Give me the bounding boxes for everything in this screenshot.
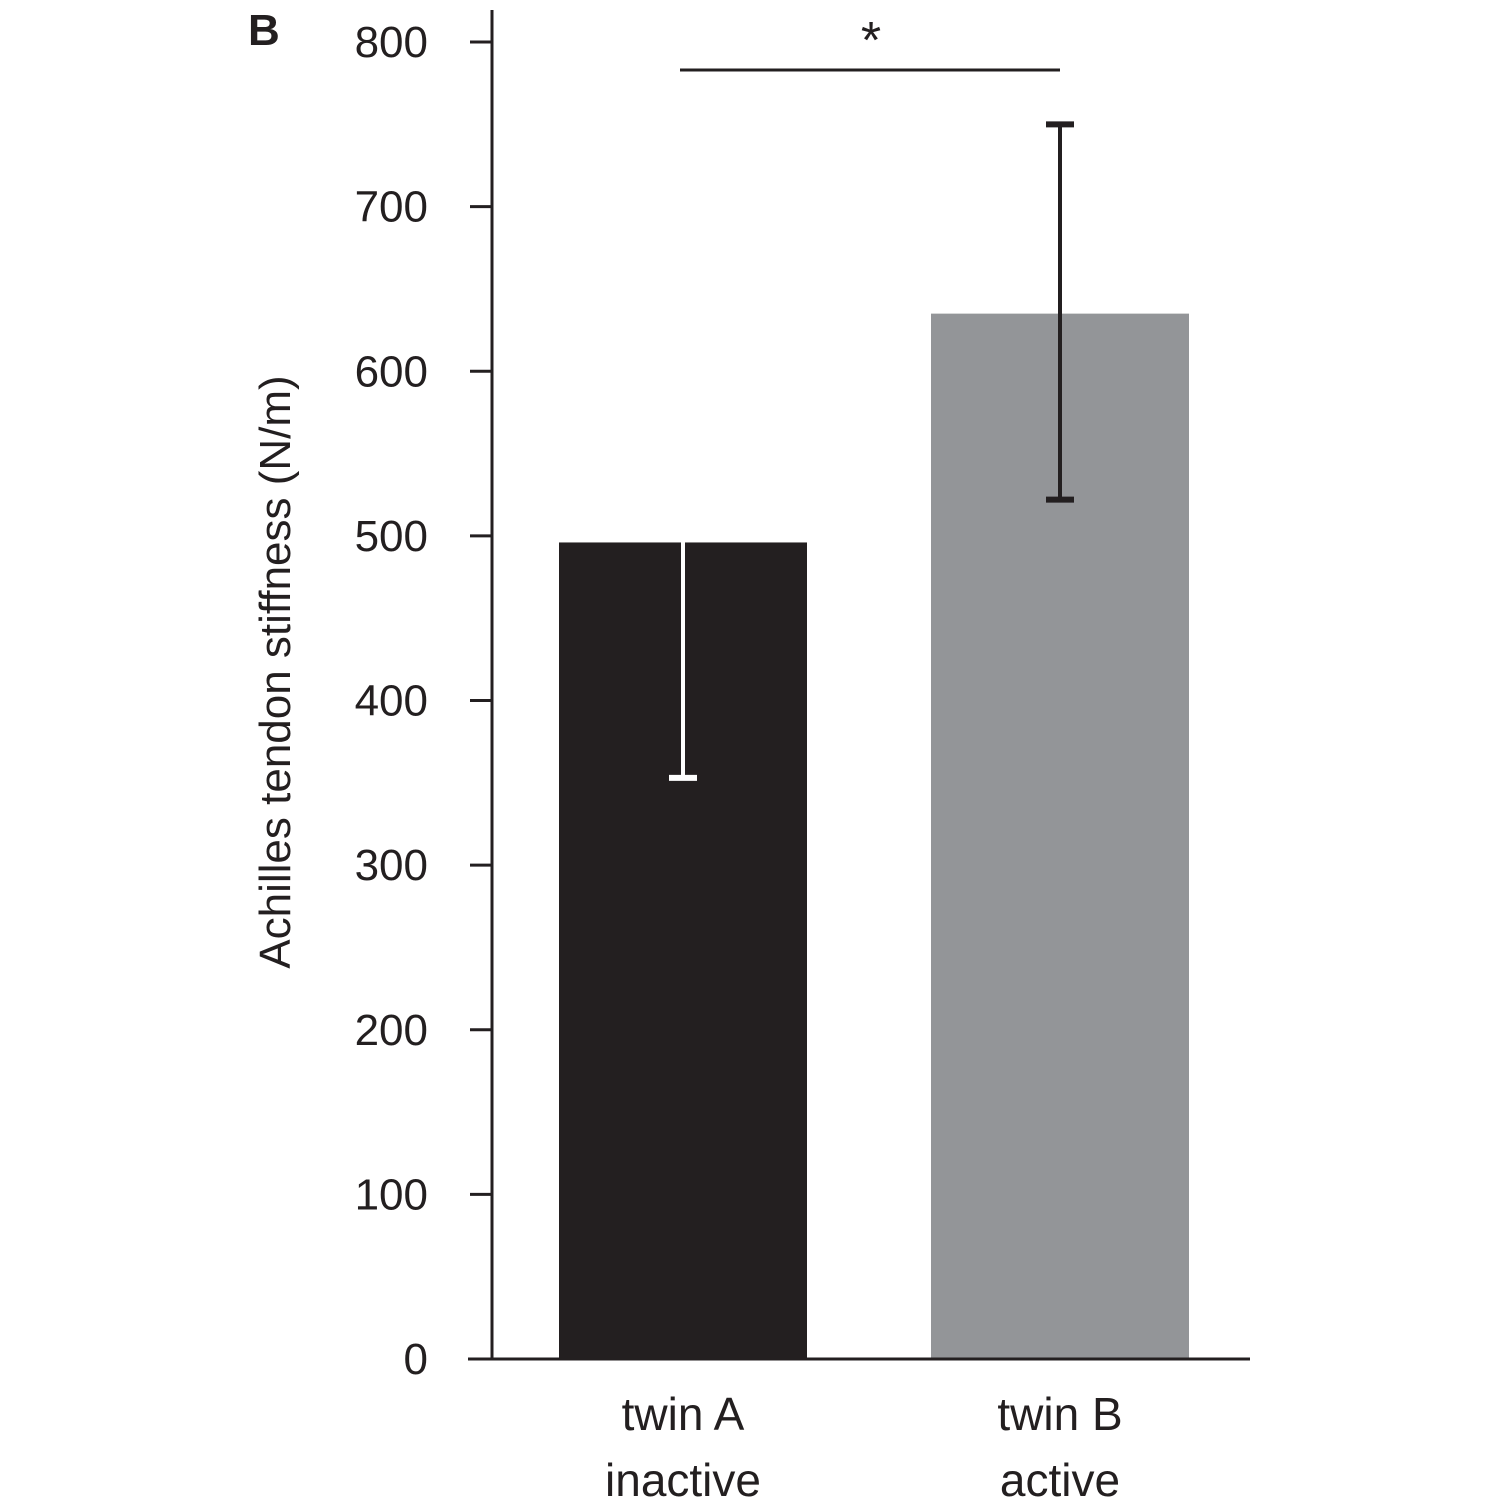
y-tick-label: 800 <box>355 18 428 67</box>
error-bar-2 <box>1046 121 1074 503</box>
y-tick-label: 0 <box>404 1335 428 1384</box>
error-bar-1 <box>669 307 697 781</box>
significance-asterisk: * <box>861 12 881 70</box>
significance-annotation: * <box>680 12 1060 72</box>
bars <box>559 313 1189 1360</box>
y-tick-label: 500 <box>355 512 428 561</box>
x-tick-labels: twin A inactive twin B active <box>605 1388 1123 1500</box>
axes <box>468 10 1250 1361</box>
y-ticks: 0 100 200 300 400 500 600 700 800 <box>355 18 492 1384</box>
y-tick-label: 600 <box>355 347 428 396</box>
y-tick-label: 400 <box>355 677 428 726</box>
x-tick-label: active <box>1000 1454 1120 1500</box>
x-tick-label: twin A <box>622 1388 745 1440</box>
y-tick-label: 300 <box>355 841 428 890</box>
x-tick-label: inactive <box>605 1454 761 1500</box>
y-tick-label: 700 <box>355 183 428 232</box>
y-tick-label: 100 <box>355 1170 428 1219</box>
panel-label: B <box>248 6 280 55</box>
x-tick-label: twin B <box>997 1388 1122 1440</box>
y-tick-label: 200 <box>355 1006 428 1055</box>
error-bars <box>669 121 1074 781</box>
